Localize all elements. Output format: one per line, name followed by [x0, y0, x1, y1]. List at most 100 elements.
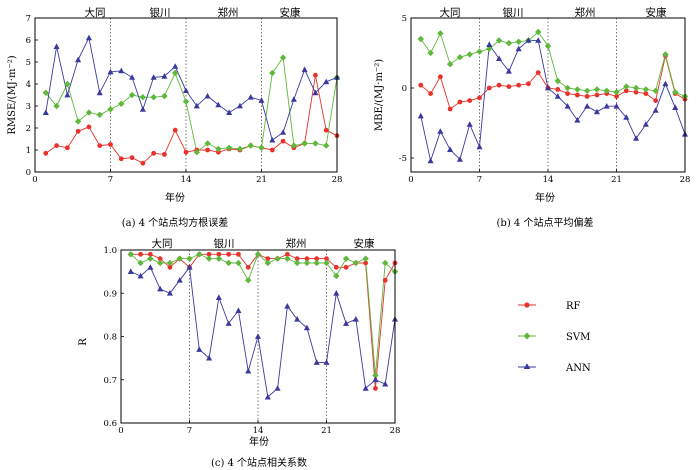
svm-point [247, 142, 254, 149]
x-tick-label: 7 [477, 175, 482, 185]
ann-point [161, 73, 168, 79]
ann-point [157, 285, 164, 292]
x-tick-label: 0 [118, 426, 123, 436]
panel-mbe-xlabel: 年份 [535, 191, 555, 204]
svm-point [437, 30, 444, 37]
rf-point [129, 155, 135, 161]
rf-point [363, 260, 369, 266]
y-tick-label: 0.6 [103, 419, 117, 429]
rf-series-line [45, 75, 338, 164]
ann-point [64, 91, 71, 98]
ann-point [437, 128, 444, 134]
rf-point [75, 128, 81, 134]
ann-point [362, 385, 369, 391]
ann-point [301, 66, 308, 73]
ann-point [294, 316, 301, 322]
svm-point [362, 255, 369, 262]
ann-point [544, 84, 552, 91]
panel-mbe-caption: (b) 4 个站点平均偏差 [497, 216, 594, 229]
ann-point [225, 320, 232, 326]
rf-point [486, 85, 492, 91]
svm-point [672, 89, 679, 96]
x-tick-label: 7 [108, 175, 113, 185]
svm-point [42, 89, 49, 96]
station-label-yinchuan: 银川 [150, 6, 171, 19]
rf-point [118, 156, 124, 162]
rf-point [633, 89, 639, 95]
ann-point [584, 103, 591, 109]
panel-r-ylabel: R [78, 338, 89, 346]
ann-point [313, 359, 320, 365]
ann-point [139, 106, 146, 112]
ann-point [382, 380, 389, 387]
svm-point [118, 100, 125, 107]
svm-point [193, 149, 200, 156]
svm-point [593, 86, 601, 93]
rf-point [162, 152, 167, 157]
rf-point [643, 91, 649, 96]
rf-point [108, 142, 113, 147]
ann-point [107, 68, 114, 75]
rf-point [594, 92, 600, 98]
ann-point [53, 43, 60, 49]
svm-point [161, 92, 168, 100]
svm-point [205, 255, 213, 262]
svm-point [264, 259, 271, 267]
rf-point [574, 92, 580, 98]
ann-point [129, 74, 136, 80]
svm-point [352, 259, 360, 267]
y-tick-label: 0.9 [103, 289, 117, 299]
svm-point [613, 89, 620, 96]
rf-point [157, 256, 163, 262]
svm-point [574, 86, 581, 93]
rf-point [653, 98, 659, 103]
svm-point [215, 255, 223, 262]
ann-point [206, 354, 213, 361]
panel-rmse-caption: (a) 4 个站点均方根误差 [122, 216, 228, 229]
panel-mbe-plot: 0 7 14 21 28 -5 0 5 [399, 14, 691, 185]
rf-point [457, 99, 463, 105]
rf-point [284, 251, 290, 257]
legend: RF SVM ANN [518, 301, 591, 374]
ann-point [343, 320, 350, 326]
ann-point [672, 104, 679, 110]
rf-point [333, 264, 339, 270]
ann-point [633, 135, 640, 141]
station-label-zhengzhou: 郑州 [218, 6, 239, 19]
svm-point [293, 259, 301, 267]
ann-point [166, 290, 173, 296]
rf-point [226, 251, 232, 257]
ann-point [312, 89, 319, 96]
y-tick-label: 0 [26, 168, 31, 178]
rf-point [205, 147, 210, 153]
rf-point [323, 127, 329, 133]
rf-point [64, 145, 70, 151]
rf-point [496, 82, 502, 88]
ann-point [85, 34, 92, 41]
ann-point [96, 89, 103, 96]
rf-point [313, 72, 318, 78]
panel-r-caption: (c) 4 个站点相关系数 [211, 456, 307, 469]
rf-point [437, 74, 443, 80]
x-tick-label: 14 [181, 175, 192, 185]
ann-point [593, 108, 600, 115]
ann-point [652, 107, 659, 113]
panel-mbe-ylabel: MBE/(MJ·m⁻²) [374, 59, 385, 131]
svm-point [303, 259, 311, 267]
station-label-ankang: 安康 [646, 6, 667, 19]
svm-point [554, 77, 561, 85]
ann-point [245, 367, 252, 374]
svm-series-line [45, 56, 338, 154]
x-tick-label: 0 [32, 175, 37, 185]
ann-point [284, 303, 291, 309]
x-tick-label: 0 [408, 175, 413, 185]
rf-point [526, 81, 531, 87]
rf-point [280, 138, 286, 144]
svm-point [323, 142, 330, 149]
ann-point [525, 37, 532, 43]
ann-point [258, 97, 265, 103]
ann-point [574, 117, 581, 123]
svm-point [235, 259, 242, 267]
y-tick-label: 2 [26, 124, 31, 134]
ann-point [127, 268, 134, 275]
